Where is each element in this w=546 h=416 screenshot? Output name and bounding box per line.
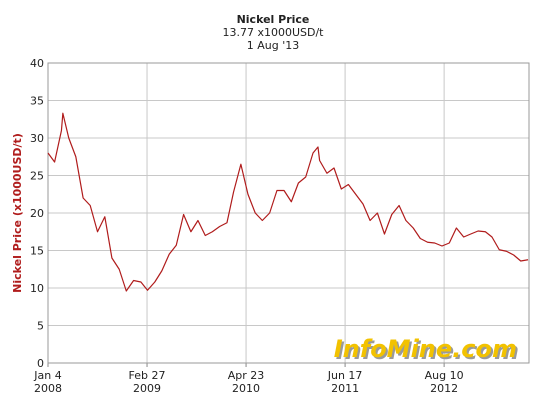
y-tick-label: 25 bbox=[30, 170, 44, 183]
y-tick-label: 10 bbox=[30, 282, 44, 295]
watermark: InfoMine.com bbox=[334, 335, 517, 363]
chart-subtitle: 13.77 x1000USD/t bbox=[222, 26, 324, 39]
x-tick-label: 2012 bbox=[430, 382, 458, 395]
y-tick-label: 15 bbox=[30, 245, 44, 258]
x-tick-label: Aug 10 bbox=[425, 369, 464, 382]
y-tick-label: 30 bbox=[30, 132, 44, 145]
plot-frame bbox=[47, 62, 530, 364]
x-tick-label: Jun 17 bbox=[327, 369, 363, 382]
x-tick-label: Feb 27 bbox=[129, 369, 166, 382]
x-tick-label: Apr 23 bbox=[228, 369, 265, 382]
y-tick-label: 5 bbox=[37, 320, 44, 333]
y-tick-label: 20 bbox=[30, 207, 44, 220]
y-axis-label: Nickel Price (x1000USD/t) bbox=[11, 133, 24, 293]
x-tick-label: 2009 bbox=[133, 382, 161, 395]
x-tick-label: 2008 bbox=[34, 382, 62, 395]
y-tick-label: 40 bbox=[30, 57, 44, 70]
y-tick-label: 0 bbox=[37, 357, 44, 370]
price-line bbox=[47, 112, 529, 292]
chart-title: Nickel Price bbox=[237, 13, 310, 26]
x-tick-label: 2010 bbox=[232, 382, 260, 395]
x-tick-label: Jan 4 bbox=[33, 369, 61, 382]
chart-date: 1 Aug '13 bbox=[247, 39, 300, 52]
y-tick-label: 35 bbox=[30, 95, 44, 108]
watermark-shadow: InfoMine.com bbox=[336, 337, 519, 365]
x-tick-label: 2011 bbox=[331, 382, 359, 395]
